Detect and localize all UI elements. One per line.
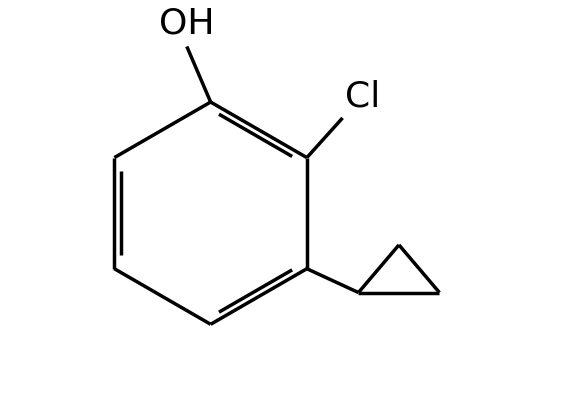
Text: OH: OH bbox=[159, 7, 215, 40]
Text: Cl: Cl bbox=[345, 80, 380, 114]
